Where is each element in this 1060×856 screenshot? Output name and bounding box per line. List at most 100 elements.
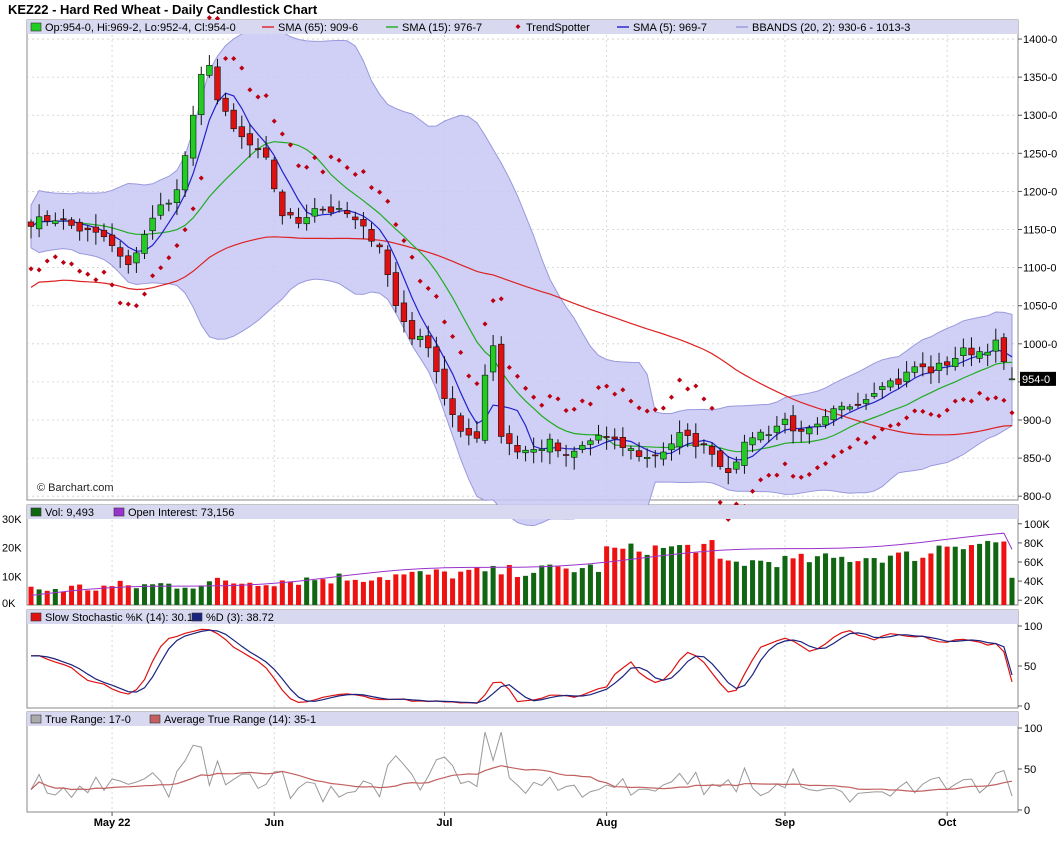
volume-bar [523,575,529,605]
volume-bar [652,545,658,605]
trendspotter-marker [150,273,156,279]
trendspotter-marker [117,300,123,306]
volume-bar [644,554,650,605]
volume-legend-text: Vol: 9,493 [45,507,94,519]
trendspotter-marker [223,55,229,62]
candle-body [449,398,456,415]
trendspotter-marker [482,321,488,327]
volume-bar [36,589,42,605]
candle-body [368,229,375,242]
tr-axis-tick-label: 100 [1024,723,1042,735]
trendspotter-marker [936,413,942,419]
candle-body [814,423,821,428]
candle-body [798,429,805,432]
x-axis-tick-label: Aug [596,817,617,829]
volume-bar [328,583,334,605]
candle-body [773,425,781,433]
volume-bar [823,553,829,605]
candle-body [968,347,975,356]
trendspotter-marker [668,394,675,400]
trendspotter-marker [977,390,983,396]
volume-bar [531,572,537,605]
candle-body [846,406,853,410]
volume-bar [839,556,845,605]
volume-bar [985,540,991,605]
candle-body [465,428,472,436]
volume-bar [709,540,715,605]
candle-body [117,247,124,257]
trendspotter-marker [960,396,966,402]
sma15-line [30,141,1013,453]
trendspotter-marker [441,319,448,325]
candle-body [441,368,448,399]
candle-body [903,371,910,382]
volume-bar [806,562,812,605]
candle-body [911,366,918,373]
candle-body [822,416,829,426]
trendspotter-marker [304,164,310,170]
candle-body [952,357,959,367]
trendspotter-marker [863,440,869,446]
volume-bar [766,562,772,605]
true-range-legend-text: True Range: 17-0 [45,714,131,726]
volume-bar [150,584,156,605]
stoch-axis-tick-label: 0 [1024,701,1030,713]
candle-body [530,449,537,453]
candle-body [433,346,440,373]
volume-legend [27,505,1018,519]
volume-bar [141,584,148,605]
trendspotter-marker [214,15,221,21]
ohlc-legend-text: Op:954-0, Hi:969-2, Lo:952-4, Cl:954-0 [45,22,236,34]
volume-bar [312,580,318,605]
volume-bar [490,565,496,605]
candle-body [644,457,651,459]
candle-body [522,449,529,454]
volume-bar [498,574,504,605]
tr-axis-tick-label: 0 [1024,805,1030,817]
trendspotter-marker [279,131,285,137]
candle-body [198,74,205,116]
price-axis-tick-label: 1400-0 [1023,34,1057,46]
candle-body [684,429,691,436]
volume-bar [774,567,780,605]
trendspotter-marker [912,408,918,414]
price-axis-tick-label: 1050-0 [1023,301,1057,313]
sma65-line [30,236,1013,436]
sma5-line [30,92,1013,461]
candle-body [927,366,935,374]
candle-body [830,408,837,421]
trendspotter-marker [1009,410,1015,416]
trendspotter-marker [255,94,261,100]
trendspotter-marker [198,175,204,181]
trendspotter-marker [182,227,188,233]
trendspotter-marker [855,436,861,442]
candle-body [157,204,164,216]
candle-body [165,202,172,205]
volume-bar [52,589,58,605]
volume-bar [871,558,877,605]
candle-body [133,252,140,264]
x-axis-tick-label: Jun [264,817,284,829]
volume-bar [912,560,918,605]
trendspotter-marker [685,386,691,392]
volume-bar [725,560,731,605]
volume-bar [377,577,383,605]
x-axis-tick-label: Jul [437,817,453,829]
volume-bar [417,571,423,605]
candle-body [871,393,878,397]
candle-body [100,229,108,238]
trendspotter-marker [101,269,107,275]
candle-body [741,441,748,466]
volume-bar [1001,541,1007,605]
candle-body [571,450,578,458]
candle-body [749,437,756,446]
price-axis-tick-label: 1000-0 [1023,339,1057,351]
candle-body [181,155,189,191]
trendspotter-marker [352,171,358,177]
average-true-range-swatch [149,714,161,724]
trendspotter-marker [693,383,699,389]
average-true-range-legend-text: Average True Range (14): 35-1 [164,714,316,726]
volume-bar [547,564,553,605]
trendspotter-marker [85,271,91,277]
